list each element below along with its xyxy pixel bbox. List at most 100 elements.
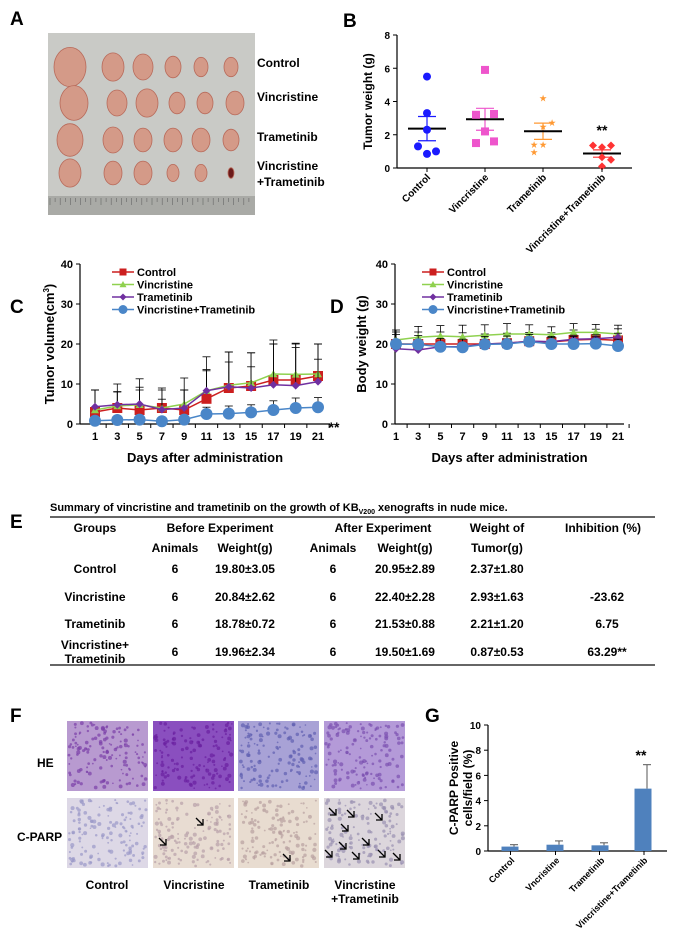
cell-nucleus <box>382 807 386 811</box>
cell-nucleus <box>374 806 377 810</box>
cell-nucleus <box>287 761 291 765</box>
cell-nucleus <box>246 847 249 850</box>
cell-nucleus <box>215 744 218 747</box>
cell-nucleus <box>158 832 161 835</box>
cell-nucleus <box>131 864 134 866</box>
tumor-sample <box>164 55 182 79</box>
cell-nucleus <box>257 751 261 755</box>
cell-nucleus <box>394 731 397 735</box>
cell-nucleus <box>384 823 389 828</box>
cell-nucleus <box>244 815 248 819</box>
cell-nucleus <box>77 745 82 750</box>
panel-label-c: C <box>10 297 24 318</box>
cell-nucleus <box>251 812 253 814</box>
cell-nucleus <box>375 847 379 852</box>
cell-group: Vincristine <box>64 590 125 604</box>
cell-nucleus <box>167 766 170 769</box>
cell-nucleus <box>401 736 405 739</box>
cell-nucleus <box>335 852 340 857</box>
cell-nucleus <box>167 828 171 832</box>
cell-nucleus <box>88 861 92 865</box>
cell-nucleus <box>128 839 131 842</box>
arrow-icon <box>328 807 337 816</box>
cell-nucleus <box>366 762 369 765</box>
cell-nucleus <box>273 826 277 831</box>
legend-item: Trametinib <box>112 292 193 304</box>
cell-nucleus <box>278 850 282 854</box>
cell-nucleus <box>214 857 217 859</box>
cell-nucleus <box>251 836 254 839</box>
cell-nucleus <box>102 755 107 760</box>
cell-nucleus <box>379 765 382 769</box>
cell-nucleus <box>68 832 71 835</box>
cell-nucleus <box>303 853 307 858</box>
cell-nucleus <box>107 815 110 817</box>
cell-nucleus <box>250 839 255 843</box>
data-point <box>607 155 615 164</box>
data-point <box>472 139 480 148</box>
cell-w2: 19.50±1.69 <box>375 645 435 659</box>
cell-nucleus <box>128 781 132 785</box>
cell-nucleus <box>257 784 260 787</box>
tumor-sample <box>53 47 87 88</box>
cell-nucleus <box>120 733 123 736</box>
cell-nucleus <box>346 775 350 780</box>
arrow-icon <box>324 849 333 858</box>
cell-nucleus <box>355 773 358 776</box>
cell-nucleus <box>115 747 117 750</box>
cell-nucleus <box>256 743 259 746</box>
x-axis-label: Days after administration <box>127 450 283 465</box>
cell-nucleus <box>374 752 377 756</box>
cell-nucleus <box>70 757 73 760</box>
cell-nucleus <box>365 816 370 821</box>
cell-nucleus <box>190 775 194 779</box>
arrow-icon <box>392 852 401 861</box>
cell-nucleus <box>106 807 110 812</box>
cell-w1: 18.78±0.72 <box>215 617 275 631</box>
cparp-image <box>67 798 148 868</box>
cell-nucleus <box>154 860 157 864</box>
bar <box>634 788 652 851</box>
cell-nucleus <box>365 739 369 743</box>
cell-nucleus <box>213 763 216 766</box>
cell-nucleus <box>277 734 282 739</box>
cell-nucleus <box>137 859 141 863</box>
legend-item: Control <box>422 267 486 279</box>
cell-nucleus <box>344 858 347 861</box>
cell-nucleus <box>250 820 255 825</box>
cell-nucleus <box>69 862 73 866</box>
tumor-photo <box>48 33 255 215</box>
cparp-image <box>238 798 319 868</box>
cell-nucleus <box>76 780 80 784</box>
he-image <box>67 721 148 791</box>
data-point <box>119 281 127 288</box>
column-group-header: Inhibition (%) <box>565 521 641 535</box>
data-point <box>598 153 606 162</box>
cell-nucleus <box>175 841 179 845</box>
cell-nucleus <box>188 841 193 846</box>
cell-nucleus <box>106 862 109 865</box>
cell-nucleus <box>358 756 362 759</box>
bar-group <box>634 764 652 851</box>
column-label: +Trametinib <box>331 892 399 906</box>
cell-nucleus <box>392 848 395 851</box>
cell-nucleus <box>137 739 139 742</box>
data-point <box>481 65 489 74</box>
table-row: Vincristine+Trametinib 6 19.96±2.34 6 19.50±… <box>61 638 627 666</box>
photo-row-label: +Trametinib <box>257 175 325 189</box>
cell-nucleus <box>165 808 169 812</box>
cell-nucleus <box>87 815 92 820</box>
cell-nucleus <box>333 763 337 767</box>
column-label: Control <box>86 878 129 892</box>
he-image <box>324 721 405 791</box>
cell-nucleus <box>389 812 393 816</box>
series-vincristine-trametinib <box>89 397 324 428</box>
cell-nucleus <box>290 768 293 772</box>
cell-nucleus <box>192 841 196 845</box>
cell-nucleus <box>400 783 404 787</box>
cell-nucleus <box>109 820 113 824</box>
cell-nucleus <box>389 849 392 852</box>
cell-nucleus <box>180 734 184 738</box>
cell-nucleus <box>215 822 219 826</box>
cell-nucleus <box>227 736 232 741</box>
